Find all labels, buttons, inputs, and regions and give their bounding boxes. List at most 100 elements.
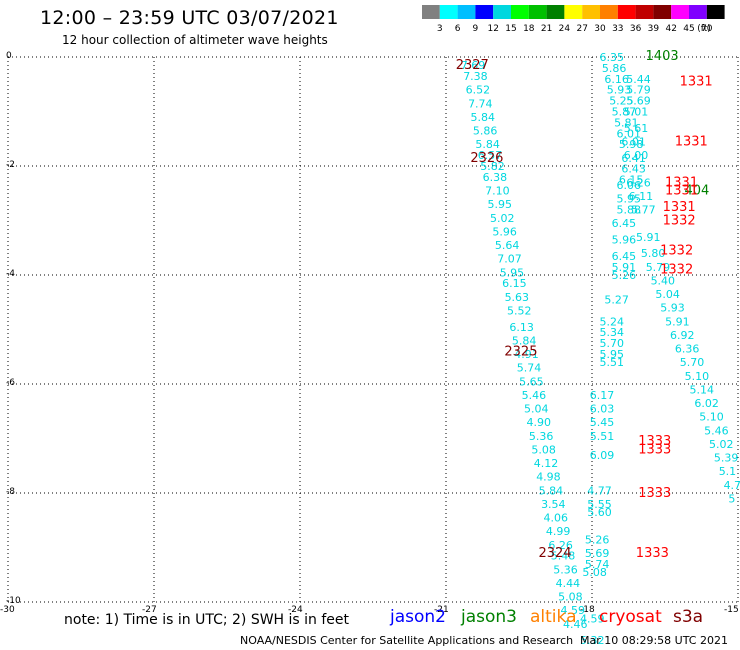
wave-height-value: 5.77 [631, 204, 656, 217]
colorbar-swatch [617, 5, 636, 19]
wave-height-value: 5.39 [714, 452, 739, 465]
wave-height-value: 5.61 [624, 122, 649, 135]
pass-number-label: 2324 [538, 546, 571, 561]
y-tick-label: -6 [6, 378, 15, 388]
colorbar-tick-label: 27 [576, 24, 587, 34]
wave-height-value: 5.08 [582, 566, 607, 579]
wave-height-value: 5.34 [599, 326, 624, 339]
wave-height-value: 6.15 [502, 277, 526, 290]
wave-height-value: 4.59 [561, 604, 586, 617]
pass-number-label: 2326 [470, 151, 503, 166]
wave-height-value: 5.95 [599, 348, 624, 361]
colorbar-tick-label: 33 [612, 24, 623, 34]
wave-height-value: 4.99 [546, 525, 571, 538]
colorbar-swatch [528, 5, 547, 19]
legend-jason2: jason2 [390, 607, 446, 627]
wave-height-value: 5.70 [680, 356, 705, 369]
colorbar-tick-label: 39 [648, 24, 660, 34]
wave-height-value: 5.74 [517, 362, 542, 375]
colorbar-legend: 3 6 9 12 15 18 21 24 27 30 33 36 39 42 45 70(ft) [422, 5, 725, 34]
wave-height-value: 5.84 [471, 111, 496, 124]
wave-height-value: 5.95 [500, 266, 525, 279]
wave-height-value: 5.79 [646, 261, 671, 274]
colorbar-swatch [511, 5, 529, 19]
wave-height-value: 6.92 [670, 329, 695, 342]
wave-height-value: 4.12 [534, 457, 559, 470]
wave-height-value: 5.81 [614, 116, 639, 129]
wave-height-value: 5.25 [609, 95, 634, 108]
wave-height-value: 5.26 [585, 533, 610, 546]
wave-height-value: 5.46 [704, 424, 729, 437]
wave-height-value: 7.10 [485, 185, 510, 198]
pass-number-label: 2325 [504, 344, 537, 359]
wave-height-value: 5.69 [626, 95, 651, 108]
wave-height-value: 4.7 [724, 479, 740, 492]
wave-height-value: 6.36 [675, 343, 700, 356]
wave-height-value: 5.51 [599, 356, 624, 369]
wave-height-value: 5.08 [558, 591, 583, 604]
wave-height-value: 5.44 [626, 73, 651, 86]
wave-height-value: 4.44 [556, 577, 581, 590]
colorbar-swatch [493, 5, 511, 19]
colorbar-tick-label: 36 [630, 24, 642, 34]
wave-height-value: 5.69 [585, 547, 610, 560]
wave-height-value: 5.91 [636, 231, 661, 244]
wave-height-value: 5.63 [505, 291, 529, 304]
pass-number-label: 1331 [663, 200, 696, 215]
wave-height-value: 6.35 [599, 51, 624, 64]
wave-height-value: 5.36 [529, 430, 554, 443]
pass-number-label: 1333 [636, 546, 669, 561]
wave-height-value: 5.93 [660, 302, 685, 315]
pass-number-label: 1332 [660, 243, 693, 258]
wave-height-value: 7.74 [468, 97, 493, 110]
y-tick-label: -4 [6, 269, 15, 279]
wave-height-value: 6.57 [478, 149, 503, 162]
colorbar-swatch [457, 5, 476, 19]
map-axes: 0 -2 -4 -6 -8 -10-30 -27 -24 -21 -18 -15 [0, 51, 739, 615]
wave-height-value: 6.26 [626, 176, 651, 189]
pass-labels: 2327232623252324140340413311331133113311… [456, 49, 713, 561]
pass-number-label: 1331 [675, 134, 708, 149]
colorbar-tick-label: 30 [594, 24, 606, 34]
wave-height-value: 6.11 [629, 190, 654, 203]
pass-number-label: 404 [684, 184, 709, 199]
colorbar-tick-label: 3 [437, 24, 443, 34]
wave-height-value: 5.93 [607, 84, 632, 97]
wave-height-value: 4.59 [580, 612, 605, 625]
wave-height-value: 6.03 [590, 403, 615, 416]
wave-height-value: 5.86 [473, 125, 498, 138]
wave-height-value: 5.91 [665, 315, 690, 328]
colorbar-tick-label: 18 [523, 24, 535, 34]
wave-height-value: 6.17 [590, 389, 615, 402]
x-tick-label: -30 [0, 605, 15, 615]
x-tick-label: -21 [434, 605, 449, 615]
wave-height-value: 6.43 [621, 163, 646, 176]
map-grid [7, 56, 739, 603]
colorbar-swatch [635, 5, 654, 19]
wave-height-value: 5.48 [551, 550, 576, 563]
pass-number-label: 1331 [680, 75, 713, 90]
wave-height-value: 5.98 [619, 138, 644, 151]
x-tick-label: -18 [580, 605, 595, 615]
wave-height-value: 6.41 [621, 152, 646, 165]
pass-number-label: 1403 [646, 49, 679, 64]
y-tick-label: -2 [6, 160, 15, 170]
colorbar-swatch [689, 5, 707, 19]
wave-height-value: 5.26 [612, 269, 637, 282]
wave-height-value: 5.96 [612, 234, 637, 247]
wave-height-value: 6.15 [619, 174, 644, 187]
wave-height-value: 6.45 [612, 217, 637, 230]
wave-height-value: 5.02 [709, 438, 734, 451]
pass-number-label: 1331 [665, 175, 698, 190]
wave-height-value: 6.00 [624, 149, 649, 162]
colorbar-swatch [600, 5, 618, 19]
wave-height-value: 7.38 [463, 70, 488, 83]
wave-height-value: 5.60 [587, 506, 612, 519]
colorbar-swatch [546, 5, 565, 19]
wave-height-value: 5.04 [655, 288, 680, 301]
wave-height-value: 4.77 [587, 484, 612, 497]
page-subtitle: 12 hour collection of altimeter wave hei… [62, 33, 328, 47]
wave-height-value: 5.01 [624, 106, 649, 119]
wave-height-value: 5.32 [580, 634, 605, 647]
